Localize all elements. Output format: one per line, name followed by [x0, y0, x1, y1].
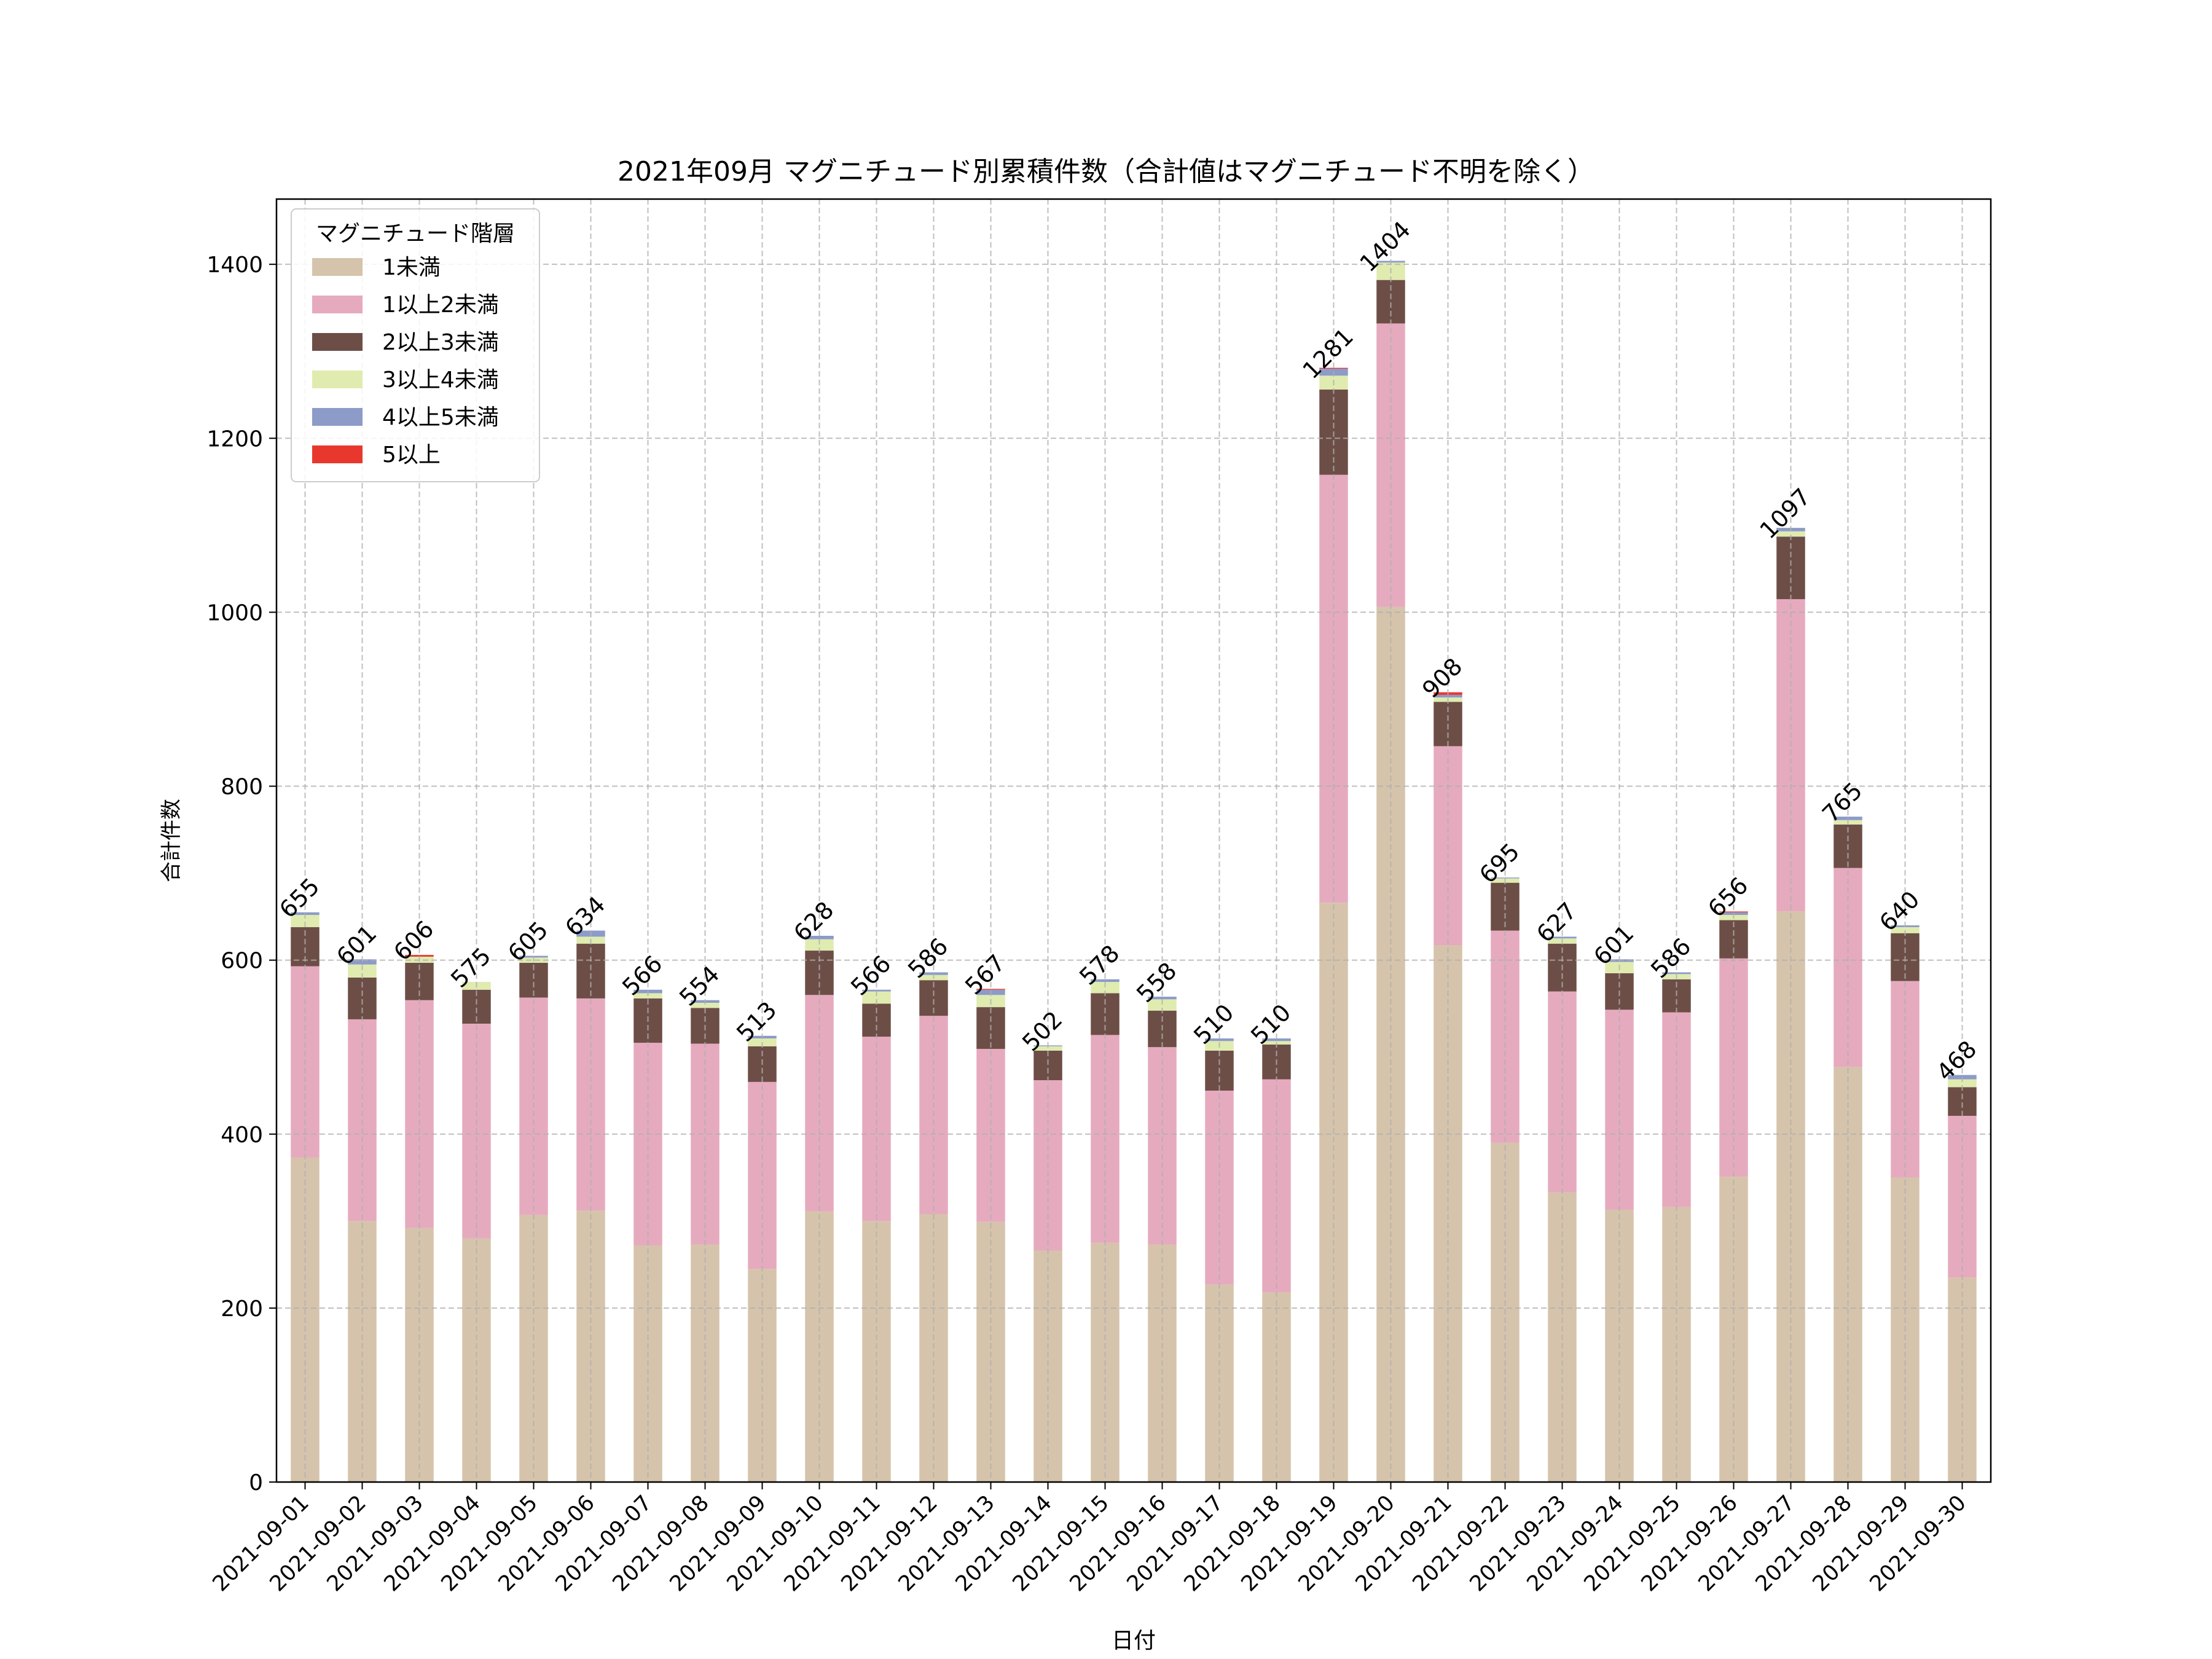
bar-segment-2021-09-27-3 — [1776, 531, 1805, 537]
bar-segment-2021-09-23-4 — [1548, 936, 1577, 939]
legend-swatch-2 — [312, 333, 363, 351]
legend-swatch-1 — [312, 296, 363, 313]
y-tick-label: 1400 — [206, 253, 263, 278]
legend-swatch-4 — [312, 408, 363, 426]
bar-segment-2021-09-25-4 — [1662, 972, 1691, 975]
y-tick-label: 1200 — [206, 426, 263, 452]
bar-segment-2021-09-25-1 — [1662, 1012, 1691, 1207]
bar-segment-2021-09-08-3 — [691, 1003, 720, 1008]
bar-segment-2021-09-01-3 — [291, 915, 320, 927]
bar-segment-2021-09-18-4 — [1262, 1038, 1291, 1041]
bar-segment-2021-09-16-3 — [1148, 999, 1177, 1011]
y-tick-label: 800 — [221, 775, 263, 800]
legend-label-4: 4以上5未満 — [382, 405, 499, 430]
x-axis: 2021-09-012021-09-022021-09-032021-09-04… — [208, 1482, 1971, 1596]
bar-segment-2021-09-14-0 — [1033, 1250, 1062, 1482]
chart-title: 2021年09月 マグニチュード別累積件数（合計値はマグニチュード不明を除く） — [618, 156, 1594, 187]
bar-segment-2021-09-19-5 — [1319, 367, 1348, 369]
legend-label-3: 3以上4未満 — [382, 367, 499, 393]
bar-segment-2021-09-16-4 — [1148, 997, 1177, 1000]
bar-segment-2021-09-26-5 — [1719, 911, 1748, 912]
bar-segment-2021-09-20-1 — [1376, 323, 1405, 607]
bar-segment-2021-09-15-3 — [1091, 982, 1120, 994]
y-tick-label: 1000 — [206, 600, 263, 626]
bar-segment-2021-09-22-4 — [1491, 877, 1520, 879]
bar-segment-2021-09-11-3 — [862, 991, 891, 1004]
bar-segment-2021-09-30-3 — [1948, 1079, 1977, 1088]
y-tick-label: 400 — [221, 1123, 263, 1148]
bar-segment-2021-09-28-4 — [1834, 817, 1862, 820]
bar-segment-2021-09-03-5 — [405, 955, 434, 957]
plot-area — [275, 198, 1992, 1483]
legend-label-0: 1未満 — [382, 255, 441, 280]
legend: マグニチュード階層 1未満 1以上2未満 2以上3未満 3以上4未満 4以上5未満 5以上 — [291, 208, 540, 482]
legend-items: 1未満 1以上2未満 2以上3未満 3以上4未満 4以上5未満 5以上 — [312, 255, 499, 468]
bar-segment-2021-09-15-4 — [1091, 979, 1120, 982]
legend-swatch-0 — [312, 258, 363, 276]
y-tick-label: 0 — [249, 1470, 263, 1496]
bar-segment-2021-09-10-3 — [805, 939, 834, 951]
x-axis-label: 日付 — [1112, 1628, 1156, 1653]
bar-segment-2021-09-14-3 — [1033, 1046, 1062, 1051]
y-tick-label: 600 — [221, 949, 263, 974]
bar-segment-2021-09-02-4 — [348, 959, 377, 965]
legend-swatch-5 — [312, 445, 363, 463]
bars-layer — [291, 261, 1977, 1483]
legend-label-1: 1以上2未満 — [382, 292, 499, 318]
legend-swatch-3 — [312, 371, 363, 388]
legend-title: マグニチュード階層 — [316, 221, 515, 246]
y-axis: 0 200 400 600 800 1000 1200 1400 — [206, 253, 276, 1496]
y-axis-label: 合計件数 — [159, 799, 184, 882]
y-tick-label: 200 — [221, 1296, 263, 1322]
legend-label-2: 2以上3未満 — [382, 330, 499, 355]
bar-segment-2021-09-10-4 — [805, 936, 834, 939]
legend-label-5: 5以上 — [382, 442, 441, 468]
bar-segment-2021-09-29-3 — [1891, 927, 1920, 933]
bar-segment-2021-09-13-1 — [976, 1049, 1005, 1222]
bar-segment-2021-09-02-3 — [348, 964, 377, 978]
bar-segment-2021-09-21-4 — [1433, 694, 1462, 698]
bar-segment-2021-09-17-4 — [1205, 1038, 1234, 1041]
